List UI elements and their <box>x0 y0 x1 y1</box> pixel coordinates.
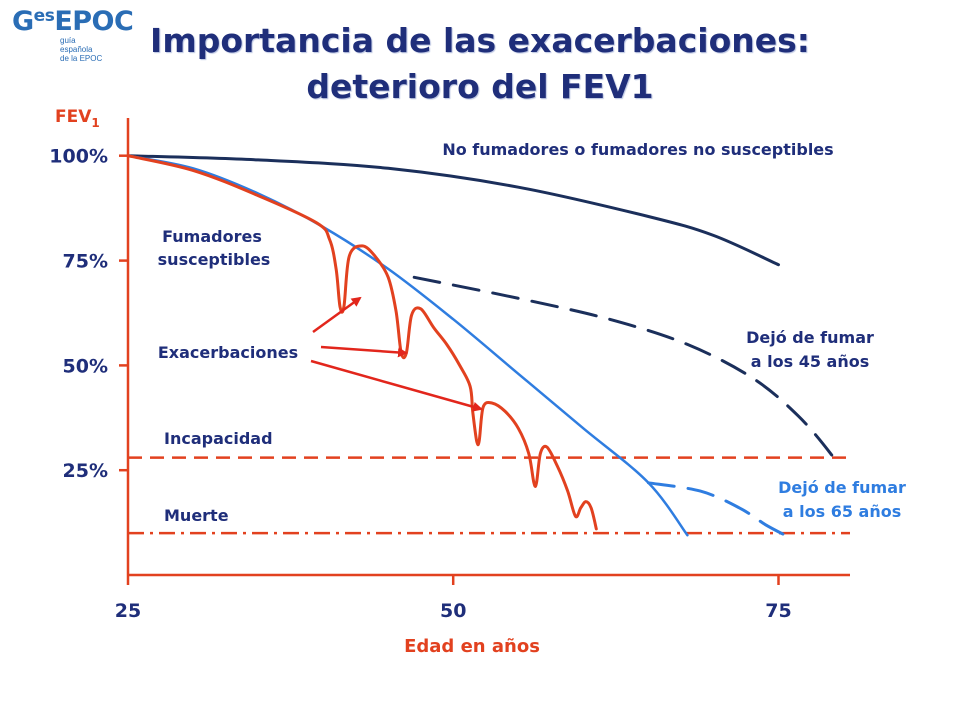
y-tick-label: 100% <box>49 146 108 168</box>
label-incapacity: Incapacidad <box>164 429 273 448</box>
arrow-exacerbation-2 <box>320 345 408 358</box>
x-tick-label: 50 <box>440 600 466 622</box>
title-line-1: Importancia de las exacerbaciones: <box>150 21 810 60</box>
y-axis-label: FEV1 <box>55 107 100 130</box>
series-exacerbaciones <box>126 154 598 531</box>
series-no-fumadores-o-fumadores-no-susceptibles <box>126 154 780 267</box>
series-dejo-de-fumar-a-los-65-anos <box>646 481 787 537</box>
series-layer <box>126 154 839 537</box>
logo-tagline: guía española de la EPOC <box>60 36 103 63</box>
y-tick-label: 25% <box>63 460 108 482</box>
axis-ticks: 100% 75% 50% 25% 25 50 75 <box>49 146 791 622</box>
label-susceptible-1: Fumadores <box>162 227 262 246</box>
label-non-smokers: No fumadores o fumadores no susceptibles <box>442 140 833 159</box>
label-quit-65-line2: a los 65 años <box>783 502 901 521</box>
label-exacerbations: Exacerbaciones <box>158 343 298 362</box>
x-tick-label: 75 <box>765 600 791 622</box>
y-tick-label: 75% <box>63 251 108 273</box>
arrow-exacerbation-1 <box>312 296 362 334</box>
label-quit-45-line2: a los 45 años <box>751 352 869 371</box>
logo-wordmark: GesEPOC <box>12 6 134 37</box>
label-quit-45-line1: Dejó de fumar <box>746 328 874 347</box>
arrow-exacerbation-3 <box>310 359 483 412</box>
gesepoc-logo: GesEPOC guía española de la EPOC <box>12 6 134 76</box>
y-tick-label: 50% <box>63 355 108 377</box>
label-susceptible-2: susceptibles <box>158 250 271 269</box>
x-tick-label: 25 <box>115 600 141 622</box>
series-fumadores-susceptibles <box>126 154 689 537</box>
reference-lines <box>128 456 850 535</box>
label-death: Muerte <box>164 506 229 525</box>
slide-title: Importancia de las exacerbaciones: deter… <box>100 18 860 110</box>
label-quit-65-line1: Dejó de fumar <box>778 478 906 497</box>
series-dejo-de-fumar-a-los-45-anos <box>412 275 839 468</box>
title-line-2: deterioro del FEV1 <box>306 67 654 106</box>
x-axis-label: Edad en años <box>404 636 540 657</box>
